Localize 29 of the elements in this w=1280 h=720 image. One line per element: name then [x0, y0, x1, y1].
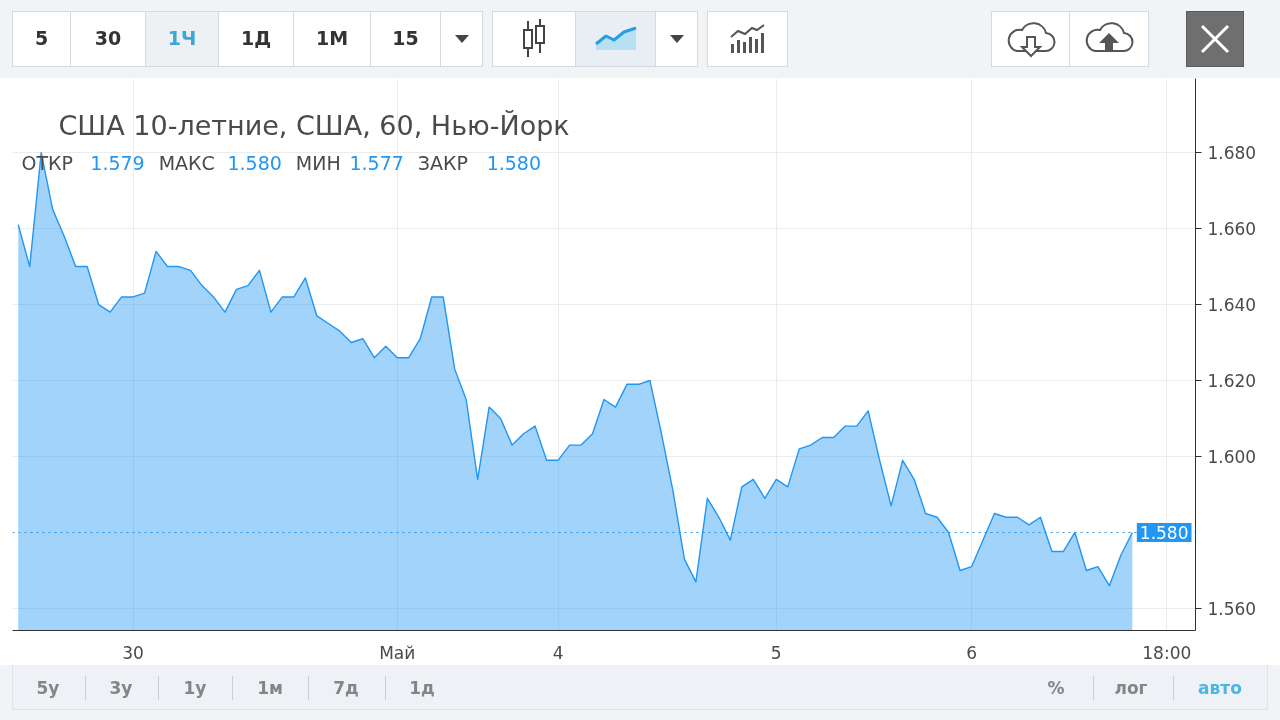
text: 1Д: [218, 11, 294, 67]
text: 5: [12, 11, 71, 67]
x-tick-label: 5: [770, 642, 782, 663]
text: 3у: [108, 677, 134, 700]
text: 7д: [332, 677, 360, 700]
text: 1м: [256, 677, 284, 700]
text: %: [1046, 677, 1066, 700]
text: 5у: [35, 677, 61, 700]
y-tick-label: 1.640: [1207, 295, 1257, 316]
text: 1у: [182, 677, 208, 700]
x-tick-label: 30: [122, 642, 144, 663]
y-tick-label: 1.660: [1207, 219, 1257, 240]
ref-line-label: 1.580: [1139, 522, 1189, 543]
x-tick-label: 6: [966, 642, 977, 663]
text: 1Ч: [145, 11, 219, 67]
text: авто: [1197, 677, 1243, 700]
x-tick-label: 4: [552, 642, 564, 663]
text: лог: [1113, 677, 1149, 700]
x-tick-label: 18:00: [1142, 642, 1192, 663]
y-tick-label: 1.600: [1207, 447, 1257, 467]
x-tick-label: Май: [379, 642, 416, 663]
text: 1М: [293, 11, 371, 67]
y-tick-label: 1.560: [1207, 598, 1257, 619]
text: 1д: [408, 677, 436, 700]
y-tick-label: 1.680: [1207, 143, 1257, 164]
y-tick-label: 1.620: [1207, 371, 1257, 392]
text: 30: [70, 11, 146, 67]
text: США 10-летние, США, 60, Нью-Йорк: [58, 110, 570, 141]
text: 15: [370, 11, 441, 67]
